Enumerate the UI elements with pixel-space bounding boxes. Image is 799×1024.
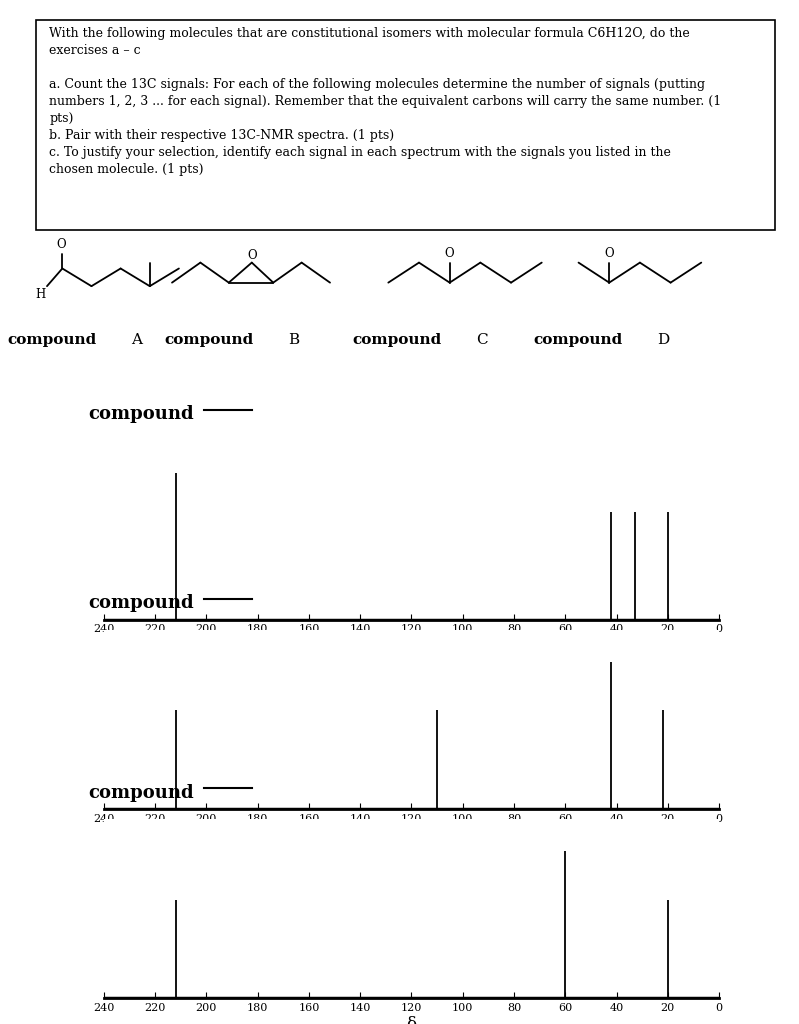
Text: compound: compound [533, 334, 622, 347]
Text: compound: compound [88, 594, 193, 612]
Text: With the following molecules that are constitutional isomers with molecular form: With the following molecules that are co… [50, 27, 721, 176]
X-axis label: δ: δ [407, 826, 416, 844]
Text: O: O [56, 239, 66, 252]
Text: O: O [247, 249, 256, 262]
Text: B: B [288, 334, 300, 347]
Text: D: D [657, 334, 669, 347]
Text: O: O [604, 247, 614, 260]
Text: compound: compound [88, 404, 193, 423]
Text: H: H [36, 288, 46, 301]
X-axis label: δ: δ [407, 1016, 416, 1024]
Text: compound: compound [165, 334, 254, 347]
Text: compound: compound [352, 334, 442, 347]
Text: compound: compound [7, 334, 97, 347]
FancyBboxPatch shape [36, 20, 775, 230]
X-axis label: δ: δ [407, 637, 416, 654]
Text: compound: compound [88, 783, 193, 802]
Text: O: O [445, 247, 455, 260]
Text: A: A [131, 334, 142, 347]
Text: C: C [476, 334, 488, 347]
